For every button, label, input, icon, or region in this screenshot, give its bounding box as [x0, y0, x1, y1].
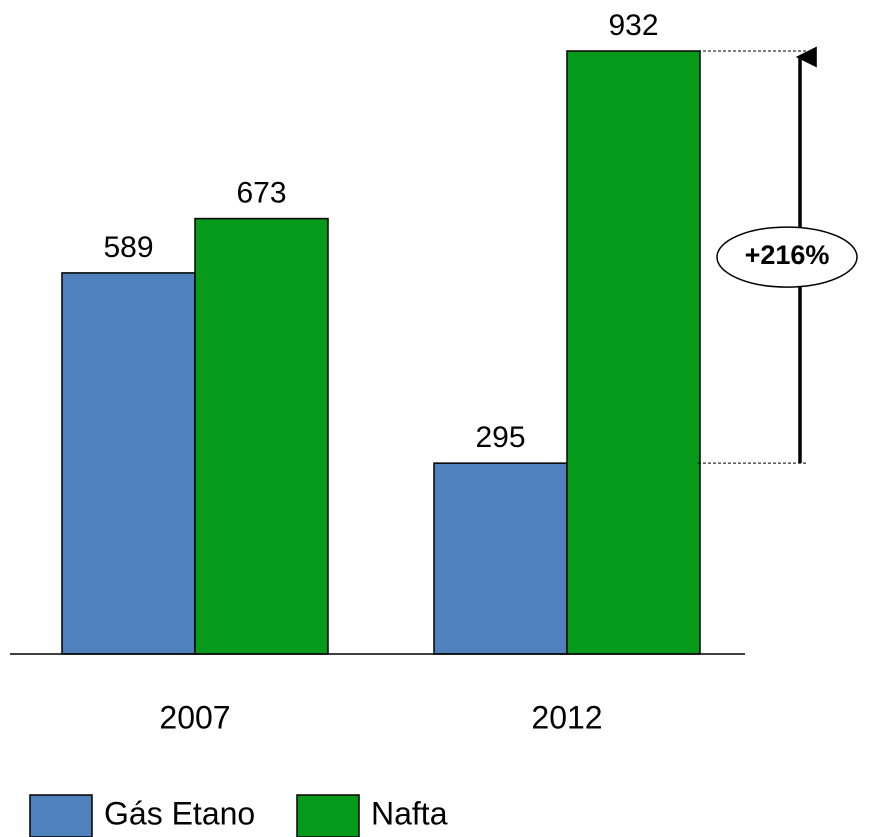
x-tick-label: 2007: [159, 699, 230, 735]
value-label: 295: [475, 421, 525, 454]
bar: [433, 462, 568, 655]
value-label: 932: [608, 9, 658, 42]
legend-label: Nafta: [371, 795, 448, 831]
legend-swatch: [296, 794, 360, 837]
bar: [61, 272, 196, 655]
legend-swatch: [29, 794, 93, 837]
x-tick-label: 2012: [531, 699, 602, 735]
bar: [566, 50, 701, 655]
bar: [194, 217, 329, 655]
annotation-bubble: [716, 226, 858, 288]
value-label: 673: [236, 176, 286, 209]
legend-label: Gás Etano: [104, 795, 255, 831]
annotation: +216%: [745, 240, 830, 270]
value-label: 589: [103, 231, 153, 264]
